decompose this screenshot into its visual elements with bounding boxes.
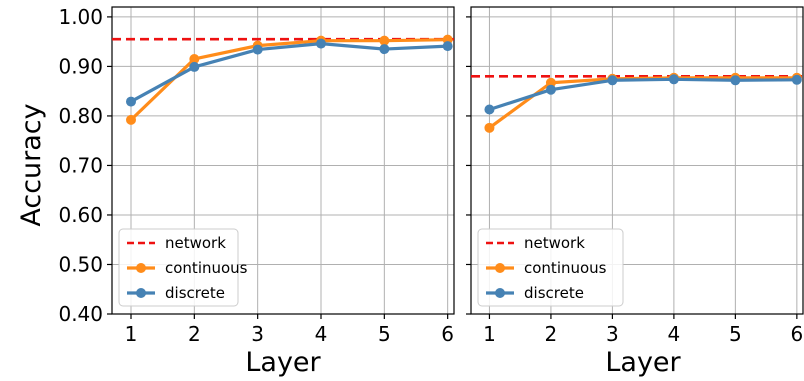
discrete-point: [730, 75, 741, 86]
x-tick-label: 3: [251, 322, 264, 346]
legend-label-discrete: discrete: [524, 284, 584, 302]
discrete-point: [189, 61, 200, 72]
x-axis-title-left: Layer: [245, 347, 321, 378]
discrete-series-line: [488, 77, 797, 112]
x-tick-label: 1: [125, 322, 138, 346]
x-tick-label: 6: [790, 322, 803, 346]
continuous-point: [379, 35, 390, 46]
legend-marker-continuous: [495, 263, 505, 273]
y-axis-title: Accuracy: [16, 103, 47, 226]
continuous-series-line: [129, 38, 448, 122]
legend: network continuous discrete: [477, 228, 624, 307]
x-tick-label: 5: [729, 322, 742, 346]
y-tick-label: 0.70: [58, 153, 103, 177]
x-tick-label: 1: [483, 322, 496, 346]
right-panel: 1 2 3 4 5 6 network continuous discrete: [466, 6, 804, 346]
discrete-point: [126, 96, 136, 107]
discrete-point: [252, 44, 263, 55]
x-tick-label: 3: [606, 322, 619, 346]
continuous-point: [545, 77, 556, 88]
y-tick-label: 0.40: [58, 302, 103, 326]
y-tick-label: 0.60: [58, 203, 103, 227]
x-tick-label: 2: [545, 322, 558, 346]
discrete-point: [484, 104, 495, 115]
x-axis-title-right: Layer: [605, 347, 681, 378]
legend-label-discrete: discrete: [165, 284, 225, 302]
legend-marker-discrete: [136, 288, 146, 298]
continuous-point: [484, 122, 495, 133]
y-tick-label: 0.90: [58, 54, 103, 78]
x-tick-label: 4: [668, 322, 681, 346]
x-tick-label: 5: [378, 322, 391, 346]
legend-label-network: network: [165, 234, 226, 252]
y-tick-label: 1.00: [58, 5, 103, 29]
y-tick-label: 0.80: [58, 104, 103, 128]
discrete-point: [545, 84, 556, 95]
discrete-point: [791, 74, 802, 85]
discrete-point: [607, 75, 618, 86]
continuous-point: [189, 53, 200, 64]
x-tick-label: 2: [188, 322, 201, 346]
legend-label-continuous: continuous: [524, 259, 607, 277]
plot-frame: [470, 6, 804, 315]
discrete-point: [379, 44, 390, 55]
legend-box: [477, 228, 624, 307]
legend-label-network: network: [524, 234, 585, 252]
discrete-point: [442, 41, 453, 52]
legend-label-continuous: continuous: [165, 259, 248, 277]
discrete-point: [316, 38, 326, 49]
legend: network continuous discrete: [118, 228, 248, 307]
x-tick-label: 4: [315, 322, 328, 346]
left-panel: 0.40 0.50 0.60 0.70 0.80 0.90 1.00 1 2 3 4 5 6 networ…: [58, 5, 455, 346]
legend-marker-discrete: [495, 288, 505, 298]
discrete-point: [668, 74, 679, 85]
y-tick-label: 0.50: [58, 252, 103, 276]
legend-marker-continuous: [136, 263, 146, 273]
continuous-point: [126, 114, 136, 125]
plot-frame: [111, 6, 455, 315]
legend-box: [118, 228, 239, 307]
discrete-series-line: [130, 42, 448, 103]
continuous-series-line: [488, 76, 797, 130]
x-tick-label: 6: [441, 322, 454, 346]
